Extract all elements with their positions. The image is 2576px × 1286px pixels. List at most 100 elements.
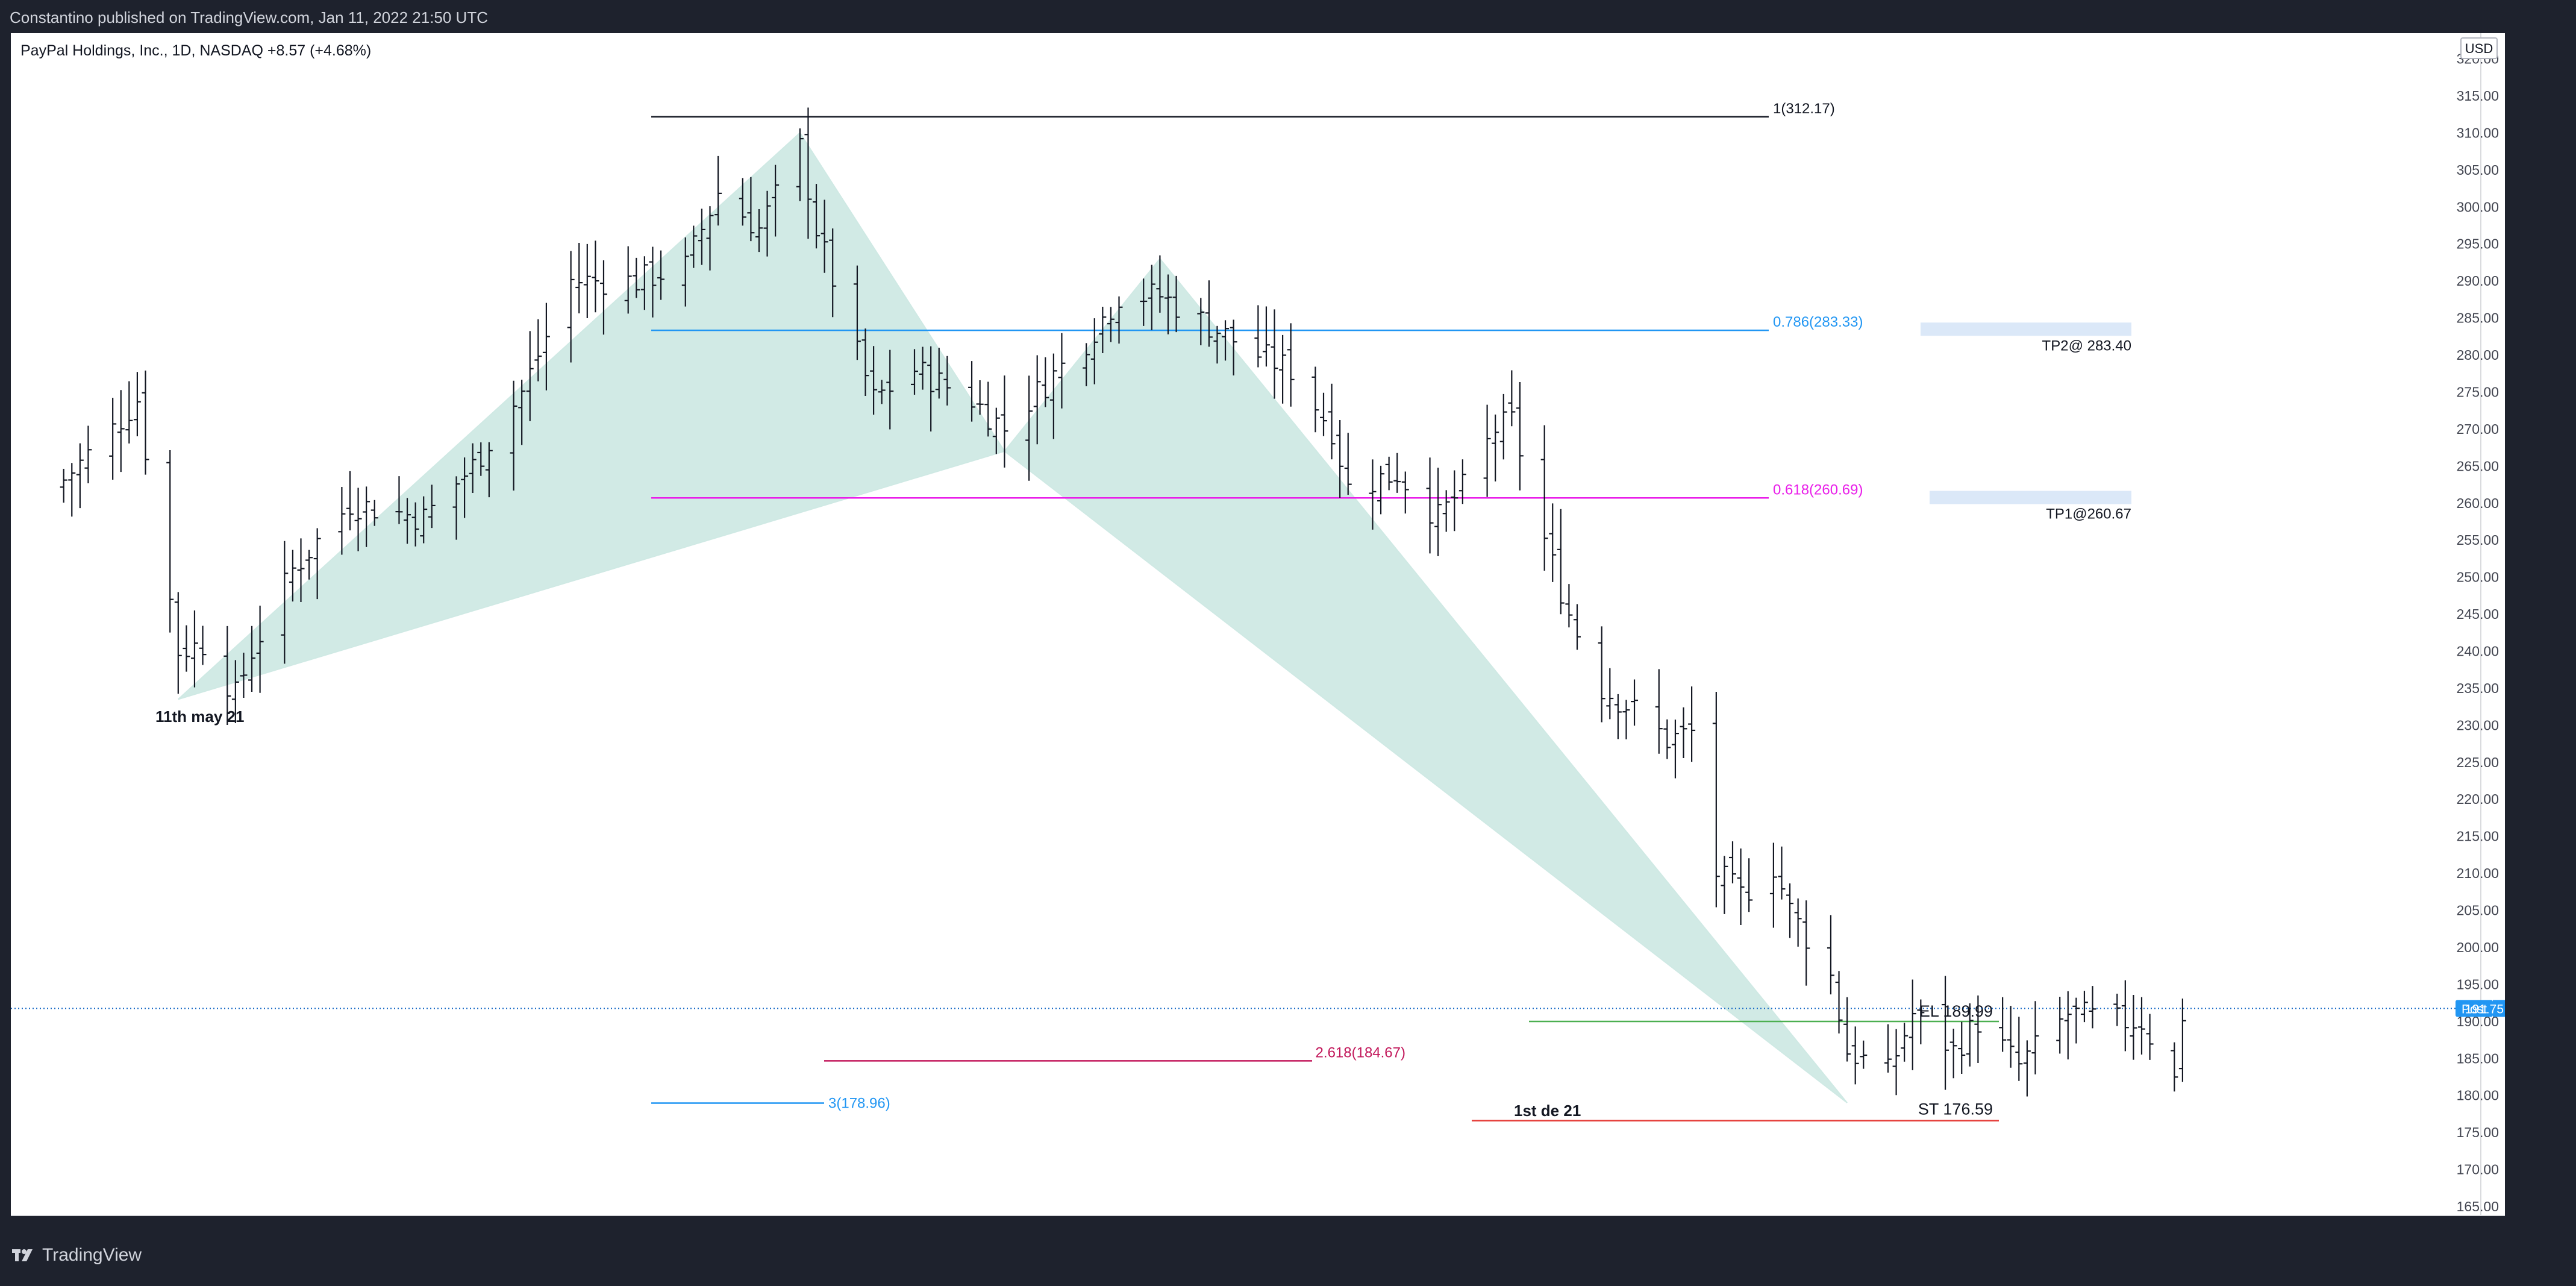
stop-label: ST 176.59 (1918, 1100, 1993, 1118)
y-tick-label: 200.00 (2457, 939, 2499, 955)
price-bar (1377, 465, 1385, 515)
currency-badge (2460, 37, 2498, 59)
price-bar (1909, 979, 1916, 1070)
price-bar (1729, 841, 1736, 883)
price-bar (2146, 1014, 2154, 1060)
price-bar (2007, 1006, 2015, 1068)
annotation-11th-may[interactable]: 11th may 21 (155, 707, 244, 726)
price-bar (796, 128, 804, 201)
price-bar (363, 486, 370, 547)
price-bar (1172, 275, 1180, 333)
price-bar (886, 350, 894, 430)
price-bar (1974, 995, 1982, 1063)
price-bar (714, 155, 722, 226)
chart-canvas[interactable]: 1(312.17) 0.786(283.33) 0.618(260.69) 2.618… (11, 33, 2505, 1216)
y-tick-label: 265.00 (2457, 458, 2499, 474)
price-bar (240, 653, 248, 698)
chart-pane[interactable]: 1(312.17) 0.786(283.33) 0.618(260.69) 2.618… (11, 33, 2505, 1216)
price-bar (1884, 1024, 1892, 1073)
price-bar (1107, 307, 1114, 342)
price-bar (1508, 370, 1516, 427)
tp2-label: TP2@ 283.40 (2042, 337, 2131, 354)
target-zone-tp1[interactable] (1930, 491, 2131, 504)
price-bar (968, 361, 976, 422)
price-bar (911, 349, 918, 395)
price-bar (935, 348, 943, 399)
price-bar (542, 303, 550, 391)
price-bar (2138, 997, 2145, 1055)
price-bar (755, 209, 763, 252)
price-bar (1001, 375, 1008, 468)
price-bar (297, 538, 305, 602)
tradingview-brand[interactable]: TradingView (12, 1245, 142, 1266)
price-bar (2113, 993, 2121, 1026)
price-bar (477, 442, 485, 476)
price-bar (861, 328, 869, 396)
price-bar (804, 107, 812, 239)
price-bar (190, 610, 198, 688)
price-bar (1655, 669, 1663, 754)
last-price-badge (2493, 1000, 2505, 1017)
price-bar (2178, 999, 2186, 1082)
price-bar (1598, 626, 1605, 723)
price-bar (1369, 459, 1377, 530)
price-bar (68, 463, 76, 517)
pattern-bcd-triangle[interactable] (1003, 257, 1848, 1103)
price-bar (1942, 976, 1949, 1090)
price-bar (2031, 1001, 2039, 1074)
price-bar (1099, 306, 1107, 353)
price-bar (1042, 357, 1049, 407)
y-tick-label: 295.00 (2457, 236, 2499, 252)
price-bar (1966, 1003, 1974, 1067)
price-bar (592, 240, 599, 313)
y-tick-label: 270.00 (2457, 421, 2499, 437)
price-bar (231, 660, 239, 724)
target-zone-tp2[interactable] (1921, 322, 2131, 336)
last-price-label: 191.75 (2465, 1002, 2504, 1016)
y-tick-label: 315.00 (2457, 88, 2499, 104)
price-bar (927, 346, 935, 432)
price-bar (2064, 991, 2072, 1060)
tp1-label: TP1@260.67 (2046, 506, 2131, 522)
price-bar (346, 471, 354, 531)
price-bar (1090, 318, 1098, 384)
y-tick-label: 185.00 (2457, 1050, 2499, 1066)
price-bar (1949, 1029, 1957, 1079)
footer-bar: TradingView (0, 1216, 2576, 1286)
price-bar (772, 165, 780, 237)
price-bar (1336, 419, 1344, 498)
price-bar (1328, 383, 1336, 460)
price-bar (853, 265, 861, 360)
price-bar (183, 625, 190, 672)
price-bar (305, 550, 313, 580)
price-bar (1320, 392, 1327, 436)
price-bar (1721, 856, 1728, 914)
pattern-xab-triangle[interactable] (178, 131, 1005, 700)
fib-level-2618-label: 2.618(184.67) (1316, 1044, 1405, 1061)
price-bars (60, 107, 2186, 1097)
price-bar (60, 468, 67, 503)
price-bar (624, 246, 632, 314)
symbol-legend: PayPal Holdings, Inc., 1D, NASDAQ +8.57 … (20, 42, 372, 59)
price-bar (1680, 707, 1687, 758)
price-bar (1549, 503, 1557, 582)
y-tick-label: 165.00 (2457, 1199, 2499, 1214)
price-bar (1393, 453, 1401, 493)
price-bar (633, 257, 640, 298)
price-bar (1140, 278, 1148, 326)
currency-label[interactable]: USD (2465, 41, 2493, 56)
price-bar (199, 626, 207, 665)
y-tick-label: 255.00 (2457, 532, 2499, 548)
price-bar (640, 256, 648, 310)
price-bar (649, 246, 657, 318)
price-bar (1156, 255, 1164, 313)
price-bar (117, 390, 125, 472)
price-bar (1262, 306, 1270, 367)
price-bar (1148, 265, 1155, 330)
price-bar (338, 486, 346, 555)
price-bar (1769, 842, 1777, 928)
y-tick-label: 180.00 (2457, 1088, 2499, 1103)
price-bar (1254, 305, 1262, 368)
annotation-1st-dec[interactable]: 1st de 21 (1514, 1102, 1581, 1120)
axes: 165.00170.00175.00180.00185.00190.00195.… (11, 33, 2505, 1216)
